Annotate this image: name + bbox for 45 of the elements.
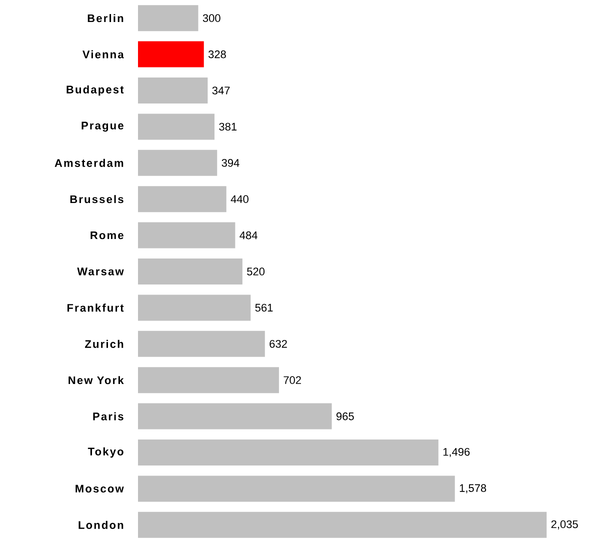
y-tick-label: Paris bbox=[93, 412, 124, 420]
data-label: 1,496 bbox=[443, 448, 470, 458]
bar bbox=[138, 403, 332, 430]
data-label: 394 bbox=[222, 159, 240, 167]
y-tick-label: Amsterdam bbox=[54, 158, 124, 167]
data-label: 328 bbox=[208, 50, 226, 58]
bar bbox=[138, 5, 198, 32]
data-label: 484 bbox=[240, 231, 258, 240]
y-tick-label: Warsaw bbox=[77, 268, 124, 276]
y-tick-label: Prague bbox=[82, 122, 124, 132]
data-label: 440 bbox=[230, 195, 248, 203]
data-label: 347 bbox=[212, 86, 230, 94]
bar bbox=[138, 78, 208, 104]
bar bbox=[138, 512, 547, 538]
y-tick-label: Vienna bbox=[82, 50, 124, 58]
data-label: 965 bbox=[336, 412, 354, 420]
bar bbox=[138, 186, 226, 212]
bar bbox=[138, 41, 204, 68]
bar bbox=[138, 294, 251, 321]
bar bbox=[138, 440, 438, 466]
data-label: 702 bbox=[284, 376, 301, 384]
y-tick-label: Frankfurt bbox=[67, 304, 124, 312]
data-label: 1,578 bbox=[460, 484, 486, 494]
y-tick-label: Rome bbox=[90, 231, 124, 240]
y-tick-label: London bbox=[78, 520, 124, 529]
data-label: 561 bbox=[255, 304, 273, 312]
bar bbox=[138, 150, 218, 176]
bar bbox=[138, 367, 279, 394]
bar bbox=[138, 222, 236, 248]
bar bbox=[138, 258, 242, 285]
y-tick-label: Moscow bbox=[76, 484, 124, 493]
bar bbox=[138, 476, 455, 502]
data-label: 2,035 bbox=[551, 520, 578, 530]
y-tick-label: Brussels bbox=[70, 195, 124, 204]
data-label: 300 bbox=[202, 14, 220, 22]
y-tick-label: Zurich bbox=[85, 340, 124, 348]
y-tick-label: Budapest bbox=[66, 85, 124, 96]
y-tick-label: New York bbox=[68, 376, 124, 384]
bar bbox=[138, 114, 215, 140]
data-label: 381 bbox=[219, 122, 237, 131]
data-label: 520 bbox=[247, 268, 265, 276]
y-tick-label: Berlin bbox=[88, 14, 124, 22]
bar bbox=[138, 330, 265, 357]
data-label: 632 bbox=[270, 340, 287, 348]
y-tick-label: Tokyo bbox=[88, 447, 124, 458]
